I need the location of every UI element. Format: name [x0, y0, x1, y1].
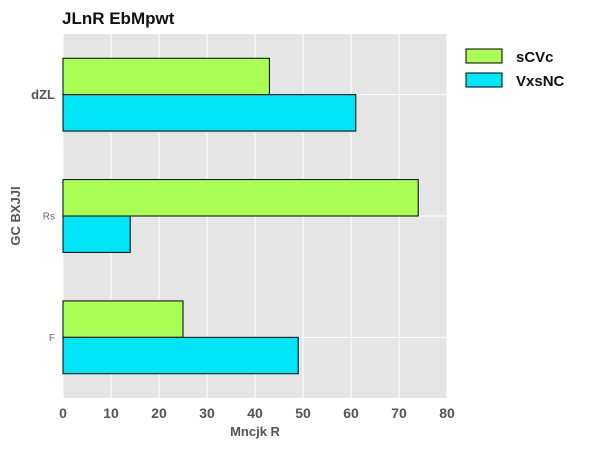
y-tick-label: F: [49, 333, 55, 344]
y-axis-label: GC BXJJI: [8, 186, 23, 245]
chart-title: JLnR EbMpwt: [62, 9, 175, 28]
y-tick-label: dZL: [31, 87, 55, 102]
x-tick-label: 30: [199, 405, 215, 421]
bar-sCVc-dZL: [62, 57, 270, 96]
y-tick-labels: dZL Rs F: [31, 87, 55, 344]
bar-sCVc-Rs: [62, 179, 419, 217]
legend-label: VxsNC: [516, 73, 565, 90]
x-tick-label: 50: [295, 405, 311, 421]
bar-VxsNC-F: [62, 336, 299, 375]
legend-swatch: [465, 72, 503, 88]
x-tick-label: 20: [151, 405, 167, 421]
x-tick-label: 80: [439, 405, 455, 421]
y-tick-label: Rs: [43, 212, 55, 223]
x-tick-label: 60: [343, 405, 359, 421]
x-tick-labels: 0 10 20 30 40 50 60 70 80: [59, 405, 455, 421]
bar-VxsNC-dZL: [62, 94, 357, 132]
bars: [62, 57, 419, 375]
legend-swatch: [465, 48, 503, 64]
x-tick-label: 40: [247, 405, 263, 421]
legend-label: sCVc: [516, 49, 554, 66]
x-tick-label: 0: [59, 405, 67, 421]
bar-VxsNC-Rs: [62, 215, 131, 253]
legend: sCVc VxsNC: [465, 48, 565, 90]
x-tick-label: 70: [391, 405, 407, 421]
x-axis-label: Mncjk R: [230, 424, 280, 439]
bar-sCVc-F: [62, 300, 184, 338]
x-tick-label: 10: [103, 405, 119, 421]
